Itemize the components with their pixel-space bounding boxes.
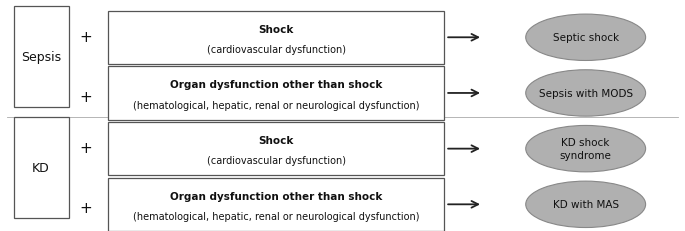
Bar <box>108 178 444 231</box>
Text: Septic shock: Septic shock <box>553 33 619 43</box>
Bar <box>108 67 444 120</box>
Text: +: + <box>79 140 92 155</box>
Ellipse shape <box>525 15 645 61</box>
Text: (cardiovascular dysfunction): (cardiovascular dysfunction) <box>207 156 345 166</box>
Text: KD with MAS: KD with MAS <box>553 199 619 210</box>
Text: Organ dysfunction other than shock: Organ dysfunction other than shock <box>170 191 382 201</box>
Text: (cardiovascular dysfunction): (cardiovascular dysfunction) <box>207 45 345 55</box>
Bar <box>108 122 444 176</box>
Text: +: + <box>79 30 92 44</box>
Ellipse shape <box>525 126 645 172</box>
Ellipse shape <box>525 181 645 228</box>
Text: Shock: Shock <box>258 25 294 35</box>
Text: Organ dysfunction other than shock: Organ dysfunction other than shock <box>170 80 382 90</box>
Text: +: + <box>79 201 92 215</box>
Text: +: + <box>79 90 92 104</box>
Bar <box>108 12 444 65</box>
Text: KD: KD <box>32 161 50 175</box>
Text: Shock: Shock <box>258 136 294 146</box>
Text: Sepsis with MODS: Sepsis with MODS <box>538 88 633 99</box>
Text: KD shock
syndrome: KD shock syndrome <box>560 137 612 161</box>
Text: (hematological, hepatic, renal or neurological dysfunction): (hematological, hepatic, renal or neurol… <box>133 100 419 110</box>
Text: (hematological, hepatic, renal or neurological dysfunction): (hematological, hepatic, renal or neurol… <box>133 211 419 221</box>
Ellipse shape <box>525 70 645 117</box>
Text: Sepsis: Sepsis <box>21 51 61 64</box>
Bar <box>14 118 68 218</box>
Bar <box>14 7 68 107</box>
